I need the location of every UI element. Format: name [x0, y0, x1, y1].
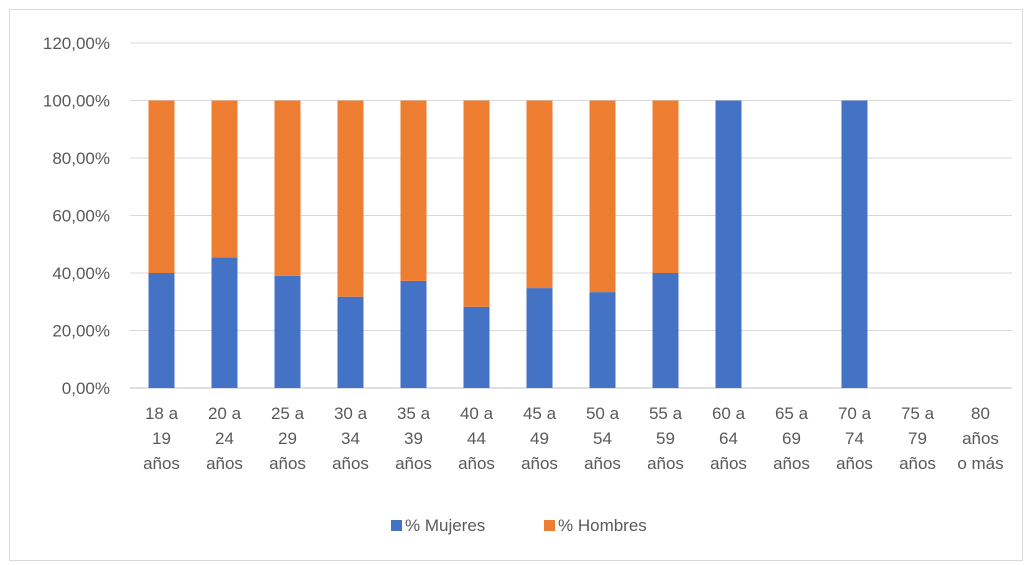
bar-mujeres	[841, 100, 868, 388]
y-tick-label: 0,00%	[62, 379, 110, 398]
x-category-label: 30 a 34 años	[332, 404, 369, 473]
chart-frame: 0,00% 20,00% 40,00% 60,00% 80,00% 100,00% 120,…	[9, 9, 1023, 561]
bar-hombres	[589, 100, 616, 293]
bar-hombres	[526, 100, 553, 289]
legend-swatch-hombres	[544, 520, 555, 531]
x-category-label: 20 a 24 años	[206, 404, 243, 473]
bar-hombres	[211, 100, 238, 258]
x-category-label: 65 a 69 años	[773, 404, 810, 473]
stacked-bar-chart: 0,00% 20,00% 40,00% 60,00% 80,00% 100,00% 120,…	[43, 34, 1012, 535]
x-category-label: 45 a 49 años	[521, 404, 558, 473]
x-category-label: 75 a 79 años	[899, 404, 936, 473]
legend-swatch-mujeres	[391, 520, 402, 531]
bar-mujeres	[463, 306, 490, 388]
x-category-label: 50 a 54 años	[584, 404, 621, 473]
bar-mujeres	[715, 100, 742, 388]
x-axis-categories: 18 a 19 años 20 a 24 años 25 a 29 años 30 a 34 años…	[143, 404, 1004, 473]
gridlines	[130, 42, 1012, 389]
y-tick-label: 60,00%	[52, 207, 110, 226]
bar-hombres	[652, 100, 679, 273]
y-tick-label: 40,00%	[52, 264, 110, 283]
bar-mujeres	[211, 257, 238, 388]
bar-hombres	[463, 100, 490, 307]
x-category-label: 80 años o más	[957, 404, 1003, 473]
bar-mujeres	[400, 280, 427, 388]
bar-mujeres	[337, 296, 364, 388]
x-category-label: 25 a 29 años	[269, 404, 306, 473]
x-category-label: 60 a 64 años	[710, 404, 747, 473]
y-tick-label: 20,00%	[52, 322, 110, 341]
bar-hombres	[400, 100, 427, 281]
x-category-label: 18 a 19 años	[143, 404, 180, 473]
y-tick-label: 120,00%	[43, 34, 110, 53]
bar-mujeres	[589, 292, 616, 388]
bar-mujeres	[148, 273, 175, 388]
legend-label-mujeres: % Mujeres	[405, 516, 485, 535]
y-tick-label: 80,00%	[52, 149, 110, 168]
bar-mujeres	[274, 275, 301, 388]
x-category-label: 35 a 39 años	[395, 404, 432, 473]
x-category-label: 40 a 44 años	[458, 404, 495, 473]
legend-label-hombres: % Hombres	[558, 516, 647, 535]
x-category-label: 55 a 59 años	[647, 404, 684, 473]
bar-hombres	[274, 100, 301, 276]
x-category-label: 70 a 74 años	[836, 404, 873, 473]
y-tick-label: 100,00%	[43, 92, 110, 111]
y-axis-ticks: 0,00% 20,00% 40,00% 60,00% 80,00% 100,00% 120,…	[43, 34, 110, 398]
bar-hombres	[148, 100, 175, 273]
bar-mujeres	[652, 273, 679, 388]
bars	[148, 100, 868, 388]
legend: % Mujeres % Hombres	[391, 516, 647, 535]
bar-mujeres	[526, 288, 553, 388]
bar-hombres	[337, 100, 364, 297]
